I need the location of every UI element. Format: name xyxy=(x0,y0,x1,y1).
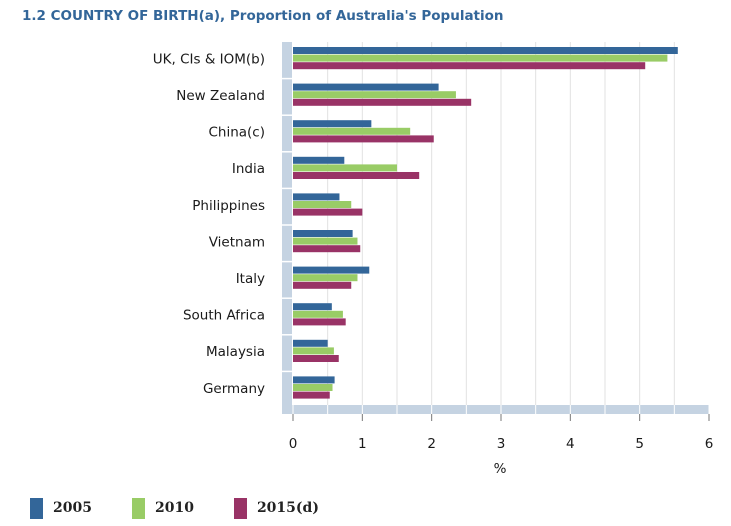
category-label-new-zealand: New Zealand xyxy=(176,88,265,104)
x-tick-label: 3 xyxy=(497,436,506,452)
bar-malaysia-2010[interactable] xyxy=(293,347,334,355)
bar-germany-2010[interactable] xyxy=(293,384,333,391)
legend-swatch-2005 xyxy=(30,497,43,519)
legend-item-2010[interactable]: 2010 xyxy=(131,497,194,519)
bar-south-africa-2005[interactable] xyxy=(293,303,332,311)
floor xyxy=(282,405,709,414)
x-tick-label: 5 xyxy=(635,436,644,452)
bar-china-c-2015-d[interactable] xyxy=(293,135,434,143)
bar-philippines-2015-d[interactable] xyxy=(293,208,363,216)
category-label-philippines: Philippines xyxy=(192,198,265,214)
legend-swatch-2010 xyxy=(131,497,145,519)
legend: 2005 2010 2015(d) xyxy=(30,497,359,519)
bar-india-2015-d[interactable] xyxy=(293,172,420,179)
bar-china-c-2005[interactable] xyxy=(293,120,372,128)
bar-uk-cis-iom-b-2010[interactable] xyxy=(293,54,668,62)
category-label-vietnam: Vietnam xyxy=(209,234,265,250)
bar-south-africa-2010[interactable] xyxy=(293,310,343,318)
x-tick-label: 2 xyxy=(427,436,436,452)
left-wall xyxy=(282,42,292,414)
legend-label-2010: 2010 xyxy=(154,500,194,516)
category-label-china-c: China(c) xyxy=(208,125,265,141)
bar-new-zealand-2010[interactable] xyxy=(293,91,456,99)
bar-italy-2005[interactable] xyxy=(293,266,370,274)
legend-swatch-2015 xyxy=(233,497,247,519)
bar-italy-2015-d[interactable] xyxy=(293,281,352,289)
category-label-germany: Germany xyxy=(203,381,265,397)
category-label-uk-cis-iom-b: UK, CIs & IOM(b) xyxy=(153,51,265,67)
bar-uk-cis-iom-b-2005[interactable] xyxy=(293,47,678,54)
x-axis-ticks: 0 1 2 3 4 5 6 xyxy=(289,414,714,452)
bar-new-zealand-2015-d[interactable] xyxy=(293,98,472,106)
bar-south-africa-2015-d[interactable] xyxy=(293,318,346,326)
bar-china-c-2010[interactable] xyxy=(293,127,411,135)
bar-india-2010[interactable] xyxy=(293,164,397,172)
x-tick-label: 6 xyxy=(705,436,714,452)
bar-new-zealand-2005[interactable] xyxy=(293,83,439,91)
bar-germany-2005[interactable] xyxy=(293,376,335,384)
bar-uk-cis-iom-b-2015-d[interactable] xyxy=(293,62,646,70)
x-tick-label: 4 xyxy=(566,436,575,452)
bar-vietnam-2010[interactable] xyxy=(293,237,358,245)
category-labels: UK, CIs & IOM(b) New Zealand China(c) India… xyxy=(153,51,265,396)
x-axis-title: % xyxy=(494,461,507,477)
legend-label-2015: 2015(d) xyxy=(256,500,319,516)
legend-item-2005[interactable]: 2005 xyxy=(30,497,92,519)
bar-vietnam-2005[interactable] xyxy=(293,230,353,237)
bar-germany-2015-d[interactable] xyxy=(293,391,330,399)
bar-malaysia-2005[interactable] xyxy=(293,339,328,347)
category-label-malaysia: Malaysia xyxy=(206,344,265,360)
category-label-italy: Italy xyxy=(236,271,265,287)
bar-italy-2010[interactable] xyxy=(293,274,358,282)
x-tick-label: 0 xyxy=(289,436,298,452)
legend-item-2015[interactable]: 2015(d) xyxy=(233,497,319,519)
category-label-south-africa: South Africa xyxy=(183,308,265,324)
plot-frame xyxy=(282,42,709,414)
category-label-india: India xyxy=(232,161,265,177)
legend-label-2005: 2005 xyxy=(53,500,92,516)
x-tick-label: 1 xyxy=(358,436,367,452)
bar-vietnam-2015-d[interactable] xyxy=(293,245,361,253)
bar-philippines-2005[interactable] xyxy=(293,193,340,201)
bar-india-2005[interactable] xyxy=(293,156,345,164)
chart-title: 1.2 COUNTRY OF BIRTH(a), Proportion of A… xyxy=(22,8,504,24)
bar-malaysia-2015-d[interactable] xyxy=(293,355,339,362)
bars xyxy=(293,47,678,399)
bar-philippines-2010[interactable] xyxy=(293,201,352,208)
